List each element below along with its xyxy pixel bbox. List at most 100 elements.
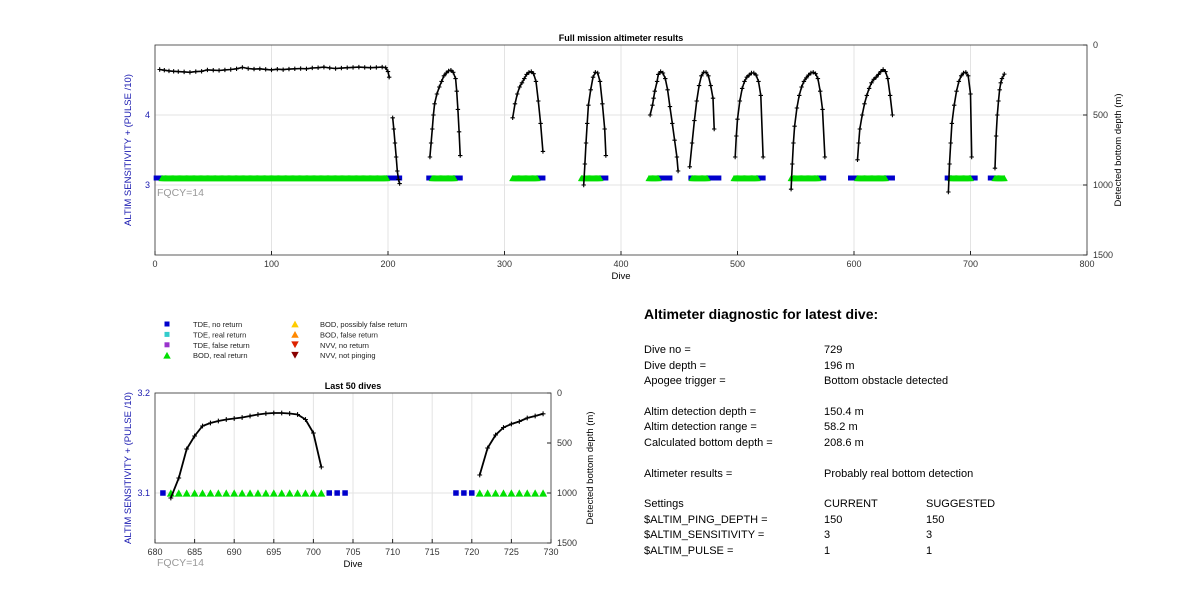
legend-label-1: TDE, real return bbox=[193, 330, 246, 339]
full-tick-label-x: 400 bbox=[613, 259, 628, 269]
full-bottom-depth-point bbox=[806, 72, 811, 78]
full-bottom-depth-point bbox=[362, 65, 367, 70]
full-tick-label-x: 800 bbox=[1079, 259, 1094, 269]
last50-tick-label-x: 715 bbox=[425, 547, 440, 557]
detection-range-row: Altim detection range = 58.2 m bbox=[644, 421, 1064, 437]
full-y-label-right: Detected bottom depth (m) bbox=[1113, 94, 1124, 207]
last50-tick-label-x: 680 bbox=[147, 547, 162, 557]
full-bottom-depth-point bbox=[251, 66, 257, 72]
last50-bottom-depth-point bbox=[208, 420, 213, 426]
full-bottom-depth-point bbox=[961, 70, 966, 76]
legend-label-0: TDE, no return bbox=[193, 320, 242, 329]
full-bod-marker bbox=[383, 174, 391, 182]
full-bottom-depth-point bbox=[157, 67, 162, 72]
full-bottom-depth-point bbox=[280, 67, 286, 72]
full-tick-label-right: 1000 bbox=[1093, 180, 1113, 190]
legend-label-6: NVV, no return bbox=[320, 341, 369, 350]
full-bottom-depth-point bbox=[880, 67, 886, 72]
ping-depth-row: $ALTIM_PING_DEPTH = 150 150 bbox=[644, 514, 1064, 530]
full-bottom-depth-point bbox=[529, 69, 534, 74]
last50-bottom-depth-point bbox=[540, 411, 546, 417]
full-tde-marker bbox=[972, 175, 978, 181]
full-tick-label-x: 600 bbox=[846, 259, 861, 269]
last50-bottom-depth-point bbox=[192, 433, 197, 439]
full-tick-label-x: 100 bbox=[264, 259, 279, 269]
full-bottom-depth-point bbox=[390, 115, 395, 120]
full-bottom-depth-point bbox=[855, 157, 860, 162]
last50-bod-marker bbox=[190, 489, 199, 497]
full-bottom-depth-point bbox=[517, 84, 522, 90]
full-bottom-depth-point bbox=[742, 79, 747, 84]
last50-bod-marker bbox=[253, 489, 262, 497]
full-tick-label-x: 200 bbox=[380, 259, 395, 269]
full-tick-label-right: 1500 bbox=[1093, 250, 1113, 260]
full-tde-marker bbox=[397, 175, 403, 181]
full-tde-marker bbox=[716, 175, 722, 181]
full-bottom-depth-point bbox=[383, 65, 388, 70]
last50-tick-label-x: 700 bbox=[306, 547, 321, 557]
full-bottom-depth-point bbox=[951, 103, 957, 108]
legend-marker-3 bbox=[163, 351, 171, 359]
full-bottom-depth-point bbox=[393, 154, 399, 160]
full-bottom-depth-point bbox=[998, 80, 1003, 85]
detection-depth-label: Altim detection depth = bbox=[644, 405, 757, 418]
full-bottom-depth-point bbox=[737, 98, 743, 104]
full-bottom-depth-point bbox=[660, 70, 666, 76]
last50-bottom-depth-point bbox=[311, 430, 316, 436]
full-bottom-depth-point bbox=[1002, 71, 1007, 77]
last50-tick-label-x: 695 bbox=[266, 547, 281, 557]
full-tde-marker bbox=[760, 175, 766, 181]
dive-no-value: 729 bbox=[824, 344, 843, 356]
full-bottom-depth-point bbox=[595, 70, 600, 76]
full-bottom-depth-point bbox=[515, 91, 520, 97]
full-bottom-depth-point bbox=[801, 79, 807, 84]
full-bottom-depth-point bbox=[997, 87, 1002, 92]
full-bottom-depth-point bbox=[890, 112, 895, 118]
last50-tde-marker bbox=[453, 490, 459, 496]
full-tick-label-x: 300 bbox=[497, 259, 512, 269]
full-bottom-depth-point bbox=[813, 71, 818, 76]
pulse-suggested: 1 bbox=[926, 544, 933, 557]
full-bottom-depth-point bbox=[675, 168, 681, 174]
full-bottom-depth-point bbox=[430, 126, 435, 132]
last50-bottom-depth-point bbox=[223, 417, 229, 422]
last50-bottom-depth-point bbox=[176, 475, 182, 481]
pulse-current: 1 bbox=[824, 544, 831, 557]
full-bottom-depth-point bbox=[456, 129, 462, 134]
last50-tick-label-x: 730 bbox=[543, 547, 558, 557]
sensitivity-current: 3 bbox=[824, 529, 831, 542]
full-tick-label-left: 3 bbox=[145, 180, 150, 190]
full-bottom-depth-point bbox=[790, 161, 795, 167]
last50-bottom-depth-point bbox=[501, 425, 506, 430]
last50-tick-label-right: 1500 bbox=[557, 538, 577, 548]
full-bottom-depth-point bbox=[602, 126, 607, 132]
suggested-header: SUGGESTED bbox=[926, 498, 996, 511]
last50-bottom-depth-point bbox=[295, 412, 300, 417]
pulse-label: $ALTIM_PULSE = bbox=[644, 544, 734, 557]
full-bottom-depth-point bbox=[524, 72, 529, 77]
last50-tde-marker bbox=[326, 490, 332, 496]
full-bottom-depth-point bbox=[257, 66, 263, 71]
results-row: Altimeter results = Probably real bottom… bbox=[644, 468, 1064, 484]
full-bottom-depth-point bbox=[647, 112, 653, 118]
full-bottom-depth-point bbox=[665, 87, 670, 92]
full-bottom-depth-point bbox=[522, 76, 527, 81]
last50-tick-label-x: 685 bbox=[187, 547, 202, 557]
full-bottom-depth-point bbox=[706, 73, 711, 78]
full-bottom-depth-point bbox=[228, 67, 233, 72]
apogee-value: Bottom obstacle detected bbox=[824, 375, 949, 388]
full-bottom-depth-point bbox=[862, 101, 867, 106]
dive-depth-row: Dive depth = 196 m bbox=[644, 360, 1064, 376]
full-bottom-depth-point bbox=[437, 84, 442, 90]
last50-bottom-depth-point bbox=[247, 413, 253, 419]
full-bottom-depth-point bbox=[788, 187, 794, 192]
bottom-depth-row: Calculated bottom depth = 208.6 m bbox=[644, 437, 1064, 453]
full-bottom-depth-point bbox=[590, 75, 596, 80]
full-bottom-depth-point bbox=[808, 70, 814, 76]
legend-label-4: BOD, possibly false return bbox=[320, 320, 407, 329]
full-bottom-depth-point bbox=[694, 98, 699, 104]
legend-marker-5 bbox=[291, 331, 299, 338]
last50-tick-label-x: 725 bbox=[504, 547, 519, 557]
full-bottom-depth-point bbox=[451, 70, 456, 75]
full-bottom-depth-point bbox=[650, 103, 655, 108]
